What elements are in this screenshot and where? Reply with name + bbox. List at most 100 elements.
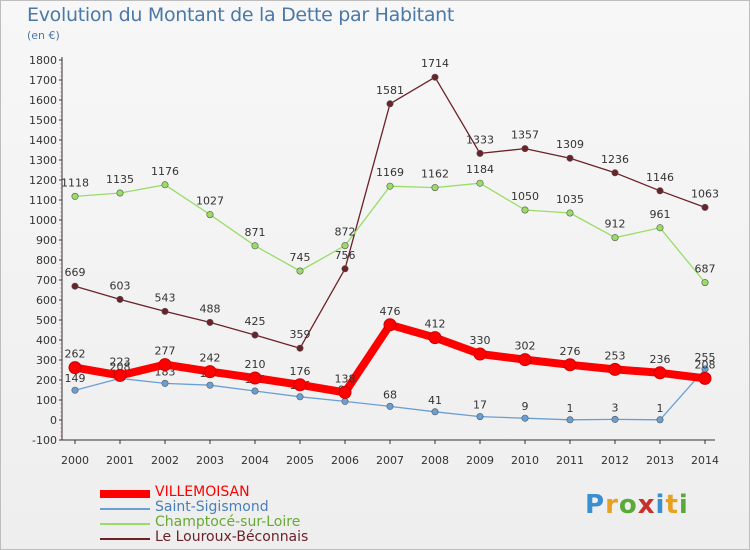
data-label: 41: [428, 394, 442, 407]
data-point: [71, 192, 79, 200]
data-point: [566, 416, 574, 424]
data-point: [386, 402, 394, 410]
data-point: [161, 181, 169, 189]
data-label: 1162: [421, 168, 449, 181]
data-point: [608, 362, 622, 376]
x-tick-label: 2008: [421, 454, 449, 467]
data-point: [656, 224, 664, 232]
data-label: 1146: [646, 171, 674, 184]
data-point: [248, 371, 262, 385]
y-tick-label: 700: [36, 274, 57, 287]
data-point: [611, 169, 619, 177]
legend-label: Champtocé-sur-Loire: [155, 514, 301, 530]
data-label: 872: [335, 226, 356, 239]
x-tick-label: 2013: [646, 454, 674, 467]
x-tick-label: 2005: [286, 454, 314, 467]
data-label: 1357: [511, 129, 539, 142]
legend-label: Le Louroux-Béconnais: [155, 529, 309, 545]
data-point: [206, 381, 214, 389]
data-label: 476: [380, 305, 401, 318]
y-tick-label: 1400: [29, 134, 57, 147]
data-label: 262: [65, 348, 86, 361]
y-tick-label: 1600: [29, 94, 57, 107]
data-point: [158, 358, 172, 372]
y-tick-label: -100: [32, 434, 57, 447]
data-label: 17: [473, 399, 487, 412]
data-point: [161, 379, 169, 387]
data-label: 1184: [466, 163, 494, 176]
data-label: 210: [245, 358, 266, 371]
x-tick-label: 2004: [241, 454, 269, 467]
data-label: 1236: [601, 153, 629, 166]
series-line-Champtocé-sur-Loire: [74, 182, 706, 284]
data-label: 1035: [556, 193, 584, 206]
data-point: [431, 73, 439, 81]
data-point: [206, 211, 214, 219]
y-tick-label: 1300: [29, 154, 57, 167]
data-label: 871: [245, 226, 266, 239]
data-point: [473, 347, 487, 361]
legend-swatch: [100, 508, 150, 510]
x-tick-label: 2014: [691, 454, 719, 467]
data-label: 961: [650, 208, 671, 221]
data-point: [341, 242, 349, 250]
legend-swatch: [100, 490, 150, 498]
data-label: 745: [290, 251, 311, 264]
data-point: [71, 386, 79, 394]
legend-label: VILLEMOISAN: [155, 484, 250, 500]
data-point: [656, 416, 664, 424]
chart-title: Evolution du Montant de la Dette par Hab…: [27, 4, 455, 26]
data-label: 912: [605, 218, 626, 231]
data-label: 253: [605, 349, 626, 362]
data-label: 1050: [511, 190, 539, 203]
data-point: [71, 282, 79, 290]
data-point: [476, 179, 484, 187]
data-label: 138: [335, 372, 356, 385]
data-point: [701, 279, 709, 287]
data-label: 176: [290, 365, 311, 378]
data-label: 255: [695, 351, 716, 364]
x-tick-label: 2003: [196, 454, 224, 467]
x-tick-label: 2001: [106, 454, 134, 467]
data-point: [116, 189, 124, 197]
x-tick-label: 2002: [151, 454, 179, 467]
data-point: [521, 206, 529, 214]
data-label: 359: [290, 328, 311, 341]
data-point: [566, 154, 574, 162]
y-tick-label: 100: [36, 394, 57, 407]
data-point: [206, 318, 214, 326]
y-tick-label: 1700: [29, 74, 57, 87]
data-label: 9: [522, 400, 529, 413]
data-point: [476, 149, 484, 157]
data-label: 603: [110, 279, 131, 292]
y-tick-label: 1200: [29, 174, 57, 187]
data-point: [386, 182, 394, 190]
data-point: [656, 187, 664, 195]
data-point: [68, 361, 82, 375]
data-point: [431, 408, 439, 416]
data-point: [566, 209, 574, 217]
data-point: [251, 331, 259, 339]
data-label: 1063: [691, 187, 719, 200]
y-tick-label: 1000: [29, 214, 57, 227]
data-label: 1: [657, 402, 664, 415]
data-label: 223: [110, 355, 131, 368]
data-point: [341, 265, 349, 273]
x-tick-label: 2000: [61, 454, 89, 467]
y-tick-label: 500: [36, 314, 57, 327]
data-point: [251, 387, 259, 395]
data-label: 1714: [421, 57, 449, 70]
data-label: 1333: [466, 133, 494, 146]
data-point: [428, 331, 442, 345]
data-label: 669: [65, 266, 86, 279]
data-point: [161, 307, 169, 315]
data-point: [563, 358, 577, 372]
y-tick-label: 300: [36, 354, 57, 367]
x-tick-label: 2011: [556, 454, 584, 467]
data-label: 1: [567, 402, 574, 415]
legend-swatch: [100, 538, 150, 540]
x-tick-label: 2007: [376, 454, 404, 467]
data-label: 208: [695, 358, 716, 371]
data-point: [518, 353, 532, 367]
y-tick-label: 800: [36, 254, 57, 267]
